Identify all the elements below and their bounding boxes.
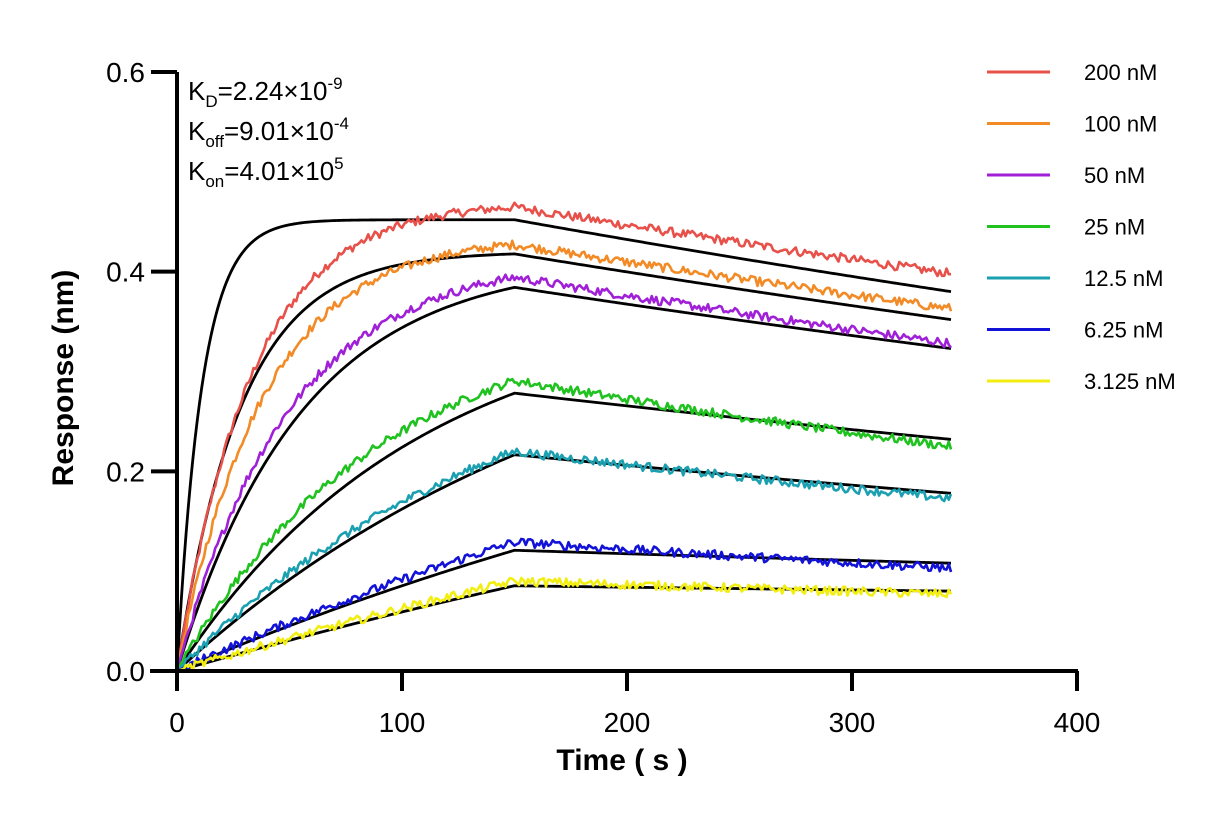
- legend-label: 6.25 nM: [1084, 318, 1164, 343]
- data-series-line: [176, 537, 953, 673]
- y-tick-label: 0.0: [106, 656, 145, 687]
- fit-series-line: [176, 453, 952, 673]
- x-axis-title: Time ( s ): [556, 744, 687, 777]
- legend-label: 200 nM: [1084, 60, 1157, 85]
- legend-label: 25 nM: [1084, 215, 1145, 240]
- data-series-line: [176, 447, 953, 672]
- annotation-base: K: [188, 116, 206, 146]
- legend-label: 50 nM: [1084, 163, 1145, 188]
- fit-series-line: [175, 391, 952, 672]
- annotation-superscript: -9: [328, 74, 343, 93]
- legend-label: 100 nM: [1084, 112, 1157, 137]
- fit-series-line: [175, 218, 952, 672]
- annotation-subscript: D: [205, 92, 217, 111]
- annotation-subscript: on: [205, 172, 224, 191]
- annotation-base: K: [188, 76, 206, 106]
- legend-label: 12.5 nM: [1084, 266, 1164, 291]
- fit-series-line: [175, 252, 952, 672]
- annotation-value: =4.01×10: [224, 156, 334, 186]
- fit-series-line: [175, 285, 952, 672]
- y-tick-label: 0.4: [106, 257, 145, 288]
- plot-area: [175, 201, 953, 673]
- data-series-line: [176, 576, 953, 673]
- y-tick-label: 0.6: [106, 57, 145, 88]
- annotation-base: K: [188, 156, 206, 186]
- fit-series-line: [176, 584, 952, 673]
- x-tick-label: 100: [379, 707, 426, 738]
- legend-label: 3.125 nM: [1084, 369, 1176, 394]
- data-series-line: [175, 201, 952, 672]
- kinetic-annotation: KD=2.24×10-9: [188, 74, 343, 111]
- axes: [150, 72, 1078, 673]
- data-series-line: [175, 239, 953, 672]
- y-axis-title: Response (nm): [47, 270, 80, 487]
- ticks: 0 100 200 300 400 0.0 0.2 0.4 0.6: [106, 57, 1100, 738]
- x-tick-label: 300: [829, 707, 876, 738]
- kinetic-annotation: Koff=9.01×10-4: [188, 114, 349, 151]
- x-tick-label: 0: [169, 707, 185, 738]
- legend: 200 nM 100 nM 50 nM 25 nM 12.5 nM 6.25 nM 3.12…: [987, 60, 1176, 394]
- annotation-value: =9.01×10: [224, 116, 334, 146]
- data-series-line: [175, 273, 953, 672]
- y-tick-label: 0.2: [106, 456, 145, 487]
- annotation-value: =2.24×10: [218, 76, 328, 106]
- x-tick-label: 200: [604, 707, 651, 738]
- kinetic-annotation: Kon=4.01×105: [188, 154, 344, 191]
- x-tick-label: 400: [1054, 707, 1101, 738]
- data-curves: [175, 201, 953, 673]
- annotation-superscript: -4: [334, 114, 349, 133]
- annotation-superscript: 5: [334, 154, 343, 173]
- annotation-subscript: off: [205, 132, 224, 151]
- data-series-line: [175, 377, 953, 672]
